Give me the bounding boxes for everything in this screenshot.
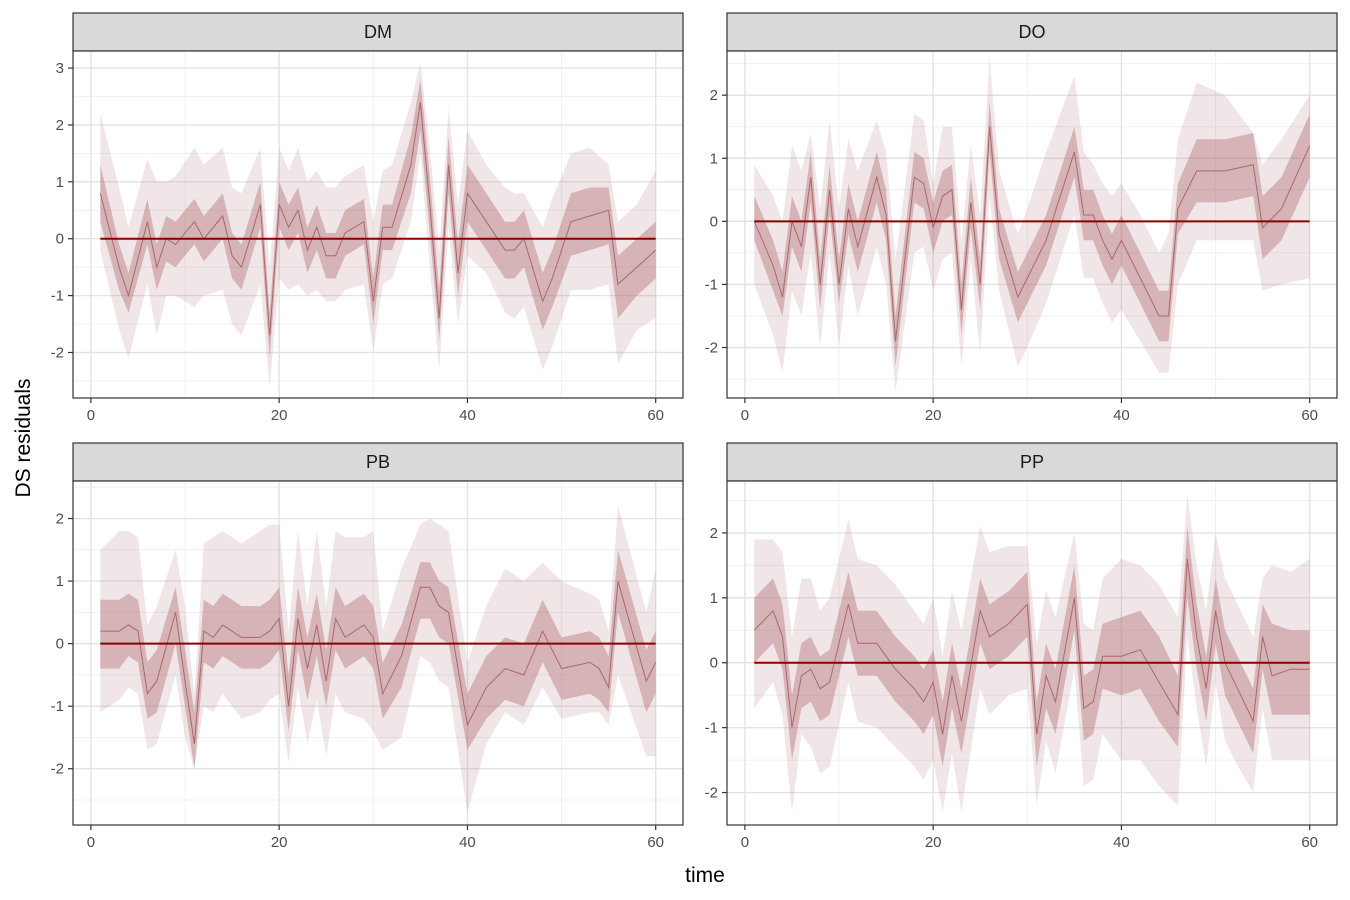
x-tick-label: 0 <box>87 407 95 424</box>
outer-interval-band <box>100 506 656 813</box>
panel-border <box>72 480 684 826</box>
y-tick-label: -2 <box>51 761 64 778</box>
strip-label-dm: DM <box>364 22 392 42</box>
x-tick-label: 0 <box>741 407 749 424</box>
inner-interval-band <box>754 526 1310 767</box>
y-axis-title: DS residuals <box>12 378 35 497</box>
inner-interval-band <box>100 79 656 359</box>
y-tick-label: 2 <box>710 525 718 542</box>
panel-background <box>73 51 683 398</box>
y-tick-label: 2 <box>710 87 718 104</box>
x-tick-label: 60 <box>1301 834 1318 851</box>
x-tick-label: 40 <box>1113 407 1130 424</box>
x-tick-label: 0 <box>741 834 749 851</box>
y-tick-label: 0 <box>56 636 64 653</box>
x-tick-label: 40 <box>1113 834 1130 851</box>
x-tick-label: 60 <box>647 407 664 424</box>
x-tick-label: 60 <box>1301 407 1318 424</box>
y-tick-label: -2 <box>705 340 718 357</box>
strip-background <box>726 12 1338 52</box>
x-tick-label: 60 <box>647 834 664 851</box>
median-residual-line <box>753 558 1310 735</box>
y-tick-label: 2 <box>56 117 64 134</box>
median-residual-line <box>100 580 657 744</box>
outer-interval-band <box>100 62 656 387</box>
strip-label-pb: PB <box>366 452 390 472</box>
y-tick-label: 1 <box>56 174 64 191</box>
x-tick-label: 20 <box>271 407 288 424</box>
y-tick-label: -2 <box>51 344 64 361</box>
x-tick-label: 40 <box>459 834 476 851</box>
y-tick-label: 1 <box>56 573 64 590</box>
y-tick-label: -1 <box>51 288 64 305</box>
median-residual-line <box>99 102 657 336</box>
x-tick-label: 20 <box>925 834 942 851</box>
x-tick-label: 20 <box>925 407 942 424</box>
y-tick-label: 0 <box>56 231 64 248</box>
strip-label-do: DO <box>1019 22 1046 42</box>
x-tick-label: 20 <box>271 834 288 851</box>
y-tick-label: 1 <box>710 590 718 607</box>
y-tick-label: 1 <box>710 150 718 167</box>
inner-interval-band <box>100 549 656 769</box>
inner-interval-band <box>754 101 1310 367</box>
y-tick-label: 0 <box>710 655 718 672</box>
x-tick-label: 40 <box>459 407 476 424</box>
y-tick-label: 2 <box>56 511 64 528</box>
panel-dm: DM -2 -1 0 1 2 3 0 20 40 60 <box>51 12 684 424</box>
panel-background <box>73 481 683 825</box>
y-tick-label: -2 <box>705 785 718 802</box>
panel-border <box>726 50 1338 399</box>
x-tick-label: 0 <box>87 834 95 851</box>
y-tick-label: -1 <box>705 720 718 737</box>
strip-background <box>72 442 684 482</box>
strip-label-pp: PP <box>1020 452 1044 472</box>
y-tick-label: 0 <box>710 213 718 230</box>
y-tick-label: 3 <box>56 60 64 77</box>
x-axis-title: time <box>685 864 725 887</box>
outer-interval-band <box>754 494 1310 812</box>
panel-border <box>726 480 1338 826</box>
panel-border <box>72 50 684 399</box>
y-tick-label: -1 <box>705 276 718 293</box>
y-tick-label: -1 <box>51 698 64 715</box>
panel-background <box>727 481 1337 825</box>
strip-background <box>72 12 684 52</box>
median-residual-line <box>753 126 1311 342</box>
panel-background <box>727 51 1337 398</box>
